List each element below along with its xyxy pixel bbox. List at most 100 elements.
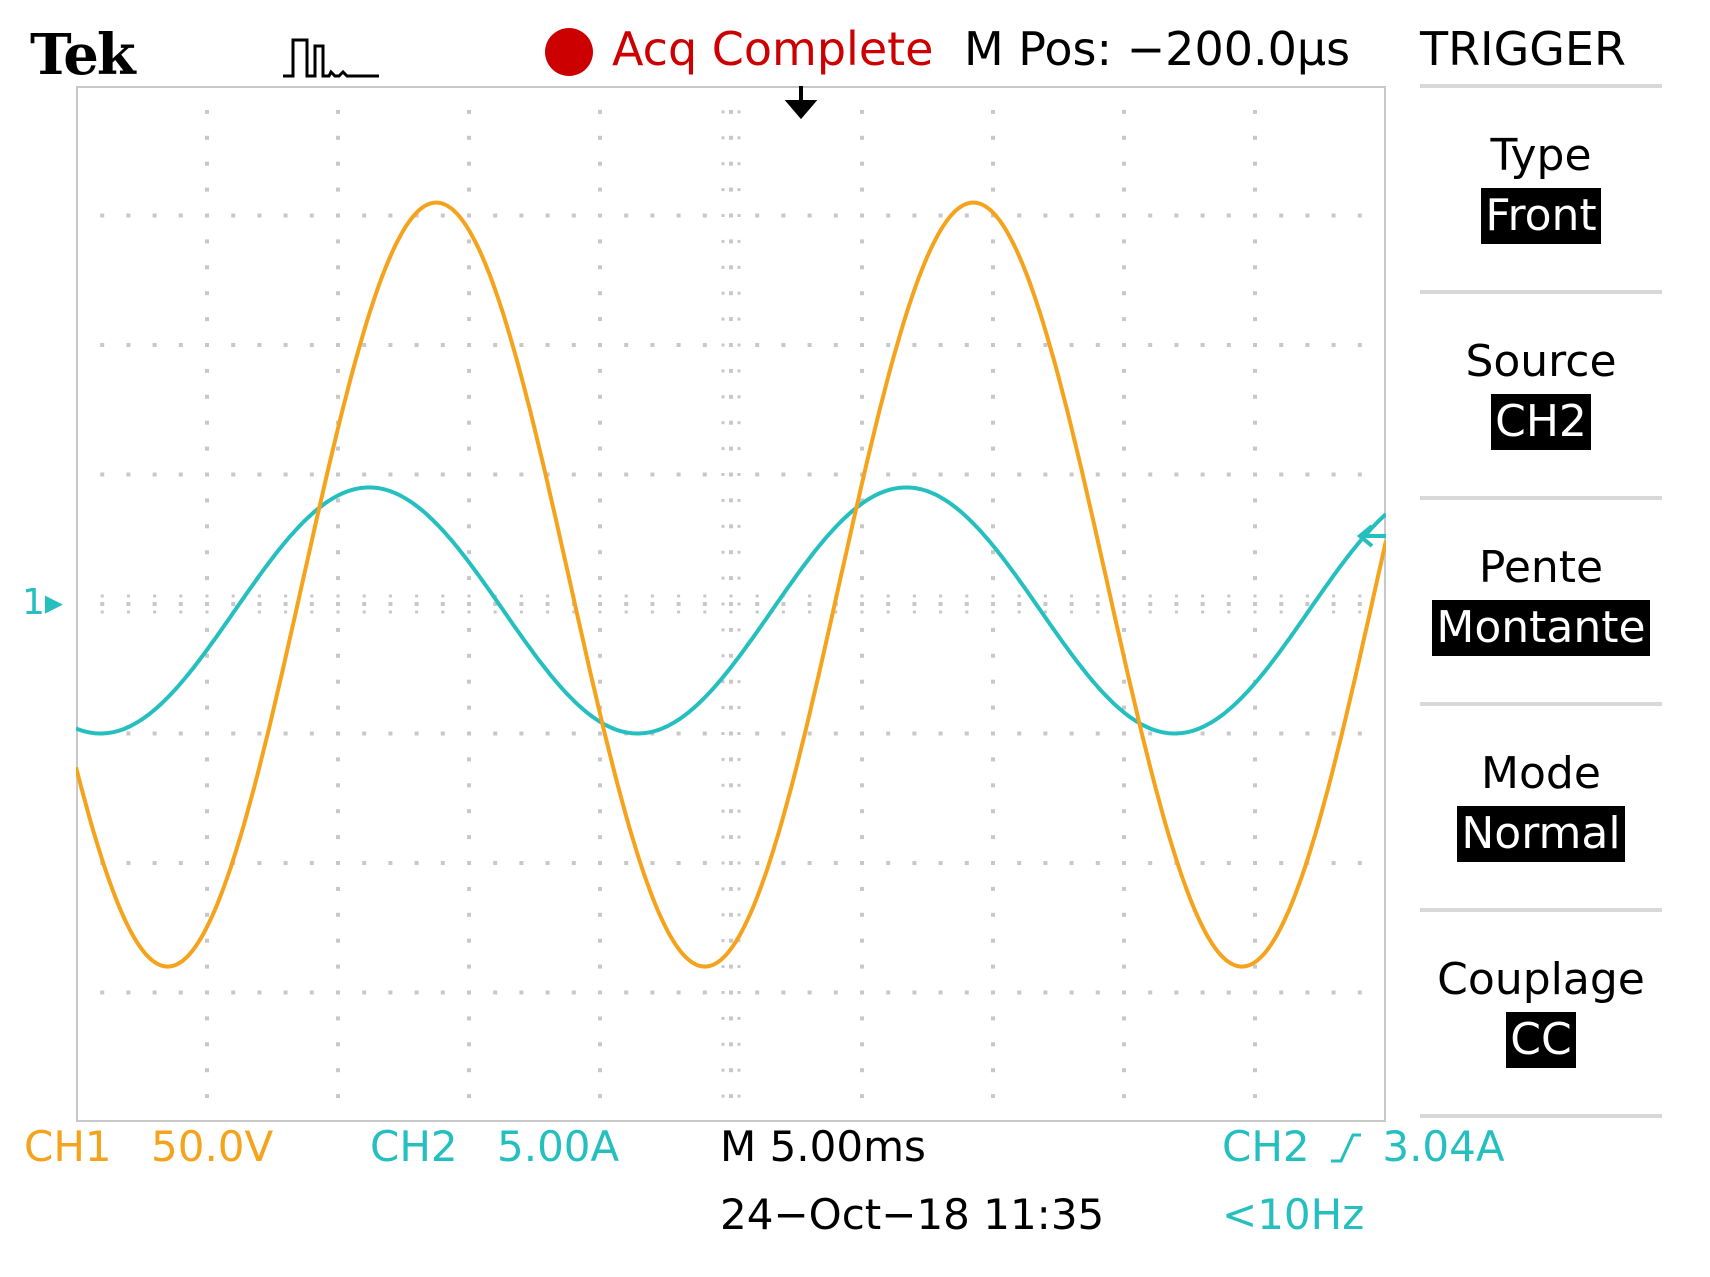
grid-dot bbox=[938, 731, 943, 736]
grid-dot bbox=[598, 731, 602, 736]
grid-dot bbox=[283, 731, 288, 736]
grid-dot bbox=[1253, 783, 1257, 788]
grid-dot bbox=[362, 731, 367, 736]
grid-dot bbox=[991, 627, 995, 632]
grid-dot bbox=[467, 1094, 471, 1099]
grid-dot bbox=[467, 835, 471, 840]
grid-dot bbox=[721, 136, 725, 140]
grid-dot bbox=[702, 602, 707, 606]
ch1-ground-label: 1 bbox=[22, 582, 45, 623]
frequency-readout: <10Hz bbox=[1222, 1190, 1365, 1239]
grid-dot bbox=[467, 291, 471, 296]
grid-dot bbox=[737, 628, 741, 632]
grid-dot bbox=[1253, 835, 1257, 840]
grid-dot bbox=[336, 731, 340, 736]
grid-dot bbox=[1384, 343, 1386, 347]
grid-dot bbox=[755, 731, 760, 736]
menu-item-source[interactable]: Source CH2 bbox=[1420, 334, 1662, 450]
grid-dot bbox=[1253, 343, 1257, 347]
grid-dot bbox=[1331, 343, 1336, 347]
grid-dot bbox=[737, 1068, 741, 1072]
grid-dot bbox=[676, 213, 681, 218]
grid-dot bbox=[205, 602, 209, 606]
grid-dot bbox=[336, 472, 340, 477]
grid-dot bbox=[1122, 912, 1126, 917]
grid-dot bbox=[205, 653, 209, 658]
grid-dot bbox=[572, 610, 576, 614]
grid-dot bbox=[100, 213, 105, 218]
grid-dot bbox=[781, 343, 786, 347]
grid-dot bbox=[676, 990, 681, 995]
menu-item-mode[interactable]: Mode Normal bbox=[1420, 746, 1662, 862]
menu-item-slope[interactable]: Pente Montante bbox=[1420, 540, 1662, 656]
grid-dot bbox=[467, 1042, 471, 1047]
grid-dot bbox=[721, 628, 725, 632]
grid-dot bbox=[76, 472, 78, 477]
grid-dot bbox=[860, 420, 864, 425]
grid-dot bbox=[860, 109, 864, 114]
grid-dot bbox=[1253, 291, 1257, 296]
grid-dot bbox=[309, 861, 314, 865]
grid-dot bbox=[991, 446, 995, 451]
grid-dot bbox=[737, 136, 741, 140]
grid-dot bbox=[702, 990, 707, 995]
grid-dot bbox=[309, 990, 314, 995]
trigger-position-marker bbox=[784, 86, 818, 120]
grid-dot bbox=[729, 964, 733, 969]
grid-dot bbox=[721, 473, 725, 476]
menu-item-coupling[interactable]: Couplage CC bbox=[1420, 952, 1662, 1068]
grid-dot bbox=[205, 1042, 209, 1047]
grid-dot bbox=[860, 783, 864, 788]
grid-dot bbox=[1043, 343, 1048, 347]
grid-dot bbox=[310, 610, 314, 614]
grid-dot bbox=[737, 965, 741, 969]
grid-dot bbox=[493, 610, 497, 614]
grid-dot bbox=[598, 757, 602, 762]
menu-item-label: Couplage bbox=[1437, 954, 1645, 1005]
grid-dot bbox=[336, 524, 340, 529]
grid-dot bbox=[1017, 343, 1022, 347]
brand-logo: Tek bbox=[30, 22, 136, 88]
grid-dot bbox=[467, 343, 471, 347]
grid-dot bbox=[729, 368, 733, 373]
grid-dot bbox=[1096, 594, 1100, 598]
grid-dot bbox=[1095, 990, 1100, 995]
grid-dot bbox=[729, 1068, 733, 1073]
grid-dot bbox=[1253, 109, 1257, 114]
grid-dot bbox=[1095, 602, 1100, 606]
grid-dot bbox=[231, 594, 235, 598]
grid-dot bbox=[336, 809, 340, 814]
grid-dot bbox=[467, 317, 471, 322]
grid-dot bbox=[598, 861, 602, 865]
grid-dot bbox=[257, 990, 262, 995]
grid-dot bbox=[721, 1016, 725, 1020]
grid-dot bbox=[912, 990, 917, 995]
grid-dot bbox=[519, 472, 524, 477]
grid-dot bbox=[467, 1120, 471, 1122]
grid-dot bbox=[126, 343, 131, 347]
grid-dot bbox=[1122, 213, 1126, 218]
grid-dot bbox=[440, 990, 445, 995]
grid-dot bbox=[1331, 472, 1336, 477]
grid-dot bbox=[755, 990, 760, 995]
grid-dot bbox=[467, 394, 471, 399]
grid-dot bbox=[737, 343, 741, 347]
grid-dot bbox=[676, 472, 681, 477]
grid-dot bbox=[729, 213, 733, 218]
grid-dot bbox=[388, 472, 393, 477]
grid-dot bbox=[1253, 135, 1257, 140]
grid-dot bbox=[1226, 731, 1231, 736]
grid-dot bbox=[1226, 472, 1231, 477]
menu-item-type[interactable]: Type Front bbox=[1420, 128, 1662, 244]
grid-dot bbox=[205, 187, 209, 192]
grid-dot bbox=[886, 343, 891, 347]
grid-dot bbox=[624, 990, 629, 995]
grid-dot bbox=[1122, 86, 1126, 88]
grid-dot bbox=[126, 472, 131, 477]
grid-dot bbox=[493, 213, 498, 218]
grid-dot bbox=[336, 213, 340, 218]
grid-dot bbox=[1122, 1016, 1126, 1021]
grid-dot bbox=[362, 990, 367, 995]
grid-dot bbox=[1332, 610, 1336, 614]
grid-dot bbox=[76, 213, 78, 218]
